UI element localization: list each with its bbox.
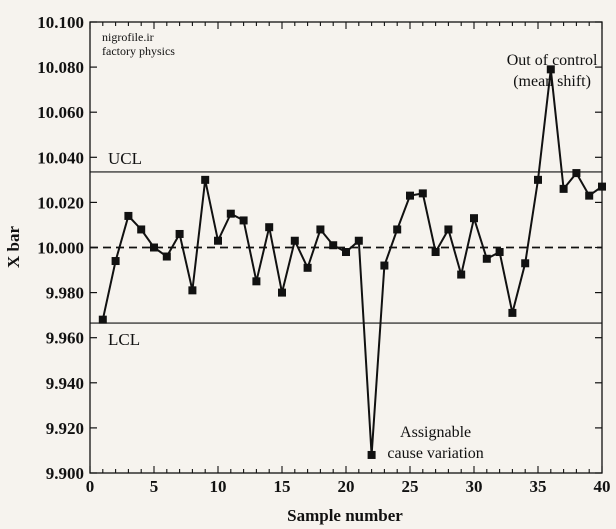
ucl-label: UCL [108, 149, 142, 168]
data-point [278, 288, 286, 297]
data-point [380, 261, 389, 270]
data-point [393, 225, 402, 234]
data-point [457, 270, 466, 279]
data-point [482, 254, 491, 263]
data-point [559, 184, 568, 193]
x-tick-label: 35 [530, 477, 547, 496]
series-line [101, 69, 603, 456]
annotations: Out of control (mean shift) Assignable caus… [387, 52, 598, 462]
data-point [367, 450, 376, 459]
annotation-assignable-cause: Assignable [400, 424, 471, 441]
x-axis-title: Sample number [287, 506, 403, 525]
y-tick-label: 9.980 [46, 284, 84, 303]
lcl-label: LCL [108, 330, 140, 349]
x-tick-label: 20 [338, 477, 355, 496]
data-point [316, 225, 325, 234]
x-tick-label: 10 [210, 477, 227, 496]
watermark-line-2: factory physics [102, 44, 175, 58]
data-point [495, 248, 504, 257]
data-point [354, 236, 363, 245]
x-tick-label: 40 [594, 477, 611, 496]
data-point [534, 175, 542, 184]
data-point [265, 223, 274, 232]
y-tick-label: 9.920 [46, 419, 84, 438]
data-point [290, 236, 299, 245]
data-point [444, 225, 453, 234]
data-point [150, 243, 158, 252]
y-tick-label: 9.960 [46, 329, 84, 348]
y-tick-label: 10.080 [37, 58, 84, 77]
data-point [226, 209, 235, 218]
data-point [137, 225, 146, 234]
data-point [521, 259, 530, 268]
data-point [162, 252, 171, 261]
x-tick-label: 5 [150, 477, 159, 496]
data-point [303, 263, 312, 272]
data-point [188, 286, 197, 295]
data-point [342, 248, 350, 257]
y-tick-label: 10.100 [37, 13, 84, 32]
data-point [252, 277, 261, 286]
watermark-line-1: nigrofile.ir [102, 30, 154, 44]
x-tick-label: 0 [86, 477, 95, 496]
x-tick-label: 25 [402, 477, 419, 496]
data-point [98, 315, 107, 324]
data-point [124, 211, 133, 220]
x-tick-label: 30 [466, 477, 483, 496]
x-tick-label: 15 [274, 477, 291, 496]
data-point [406, 191, 414, 200]
data-point [585, 191, 594, 200]
annotation-assignable-cause: cause variation [387, 445, 483, 462]
control-limits: UCL LCL [90, 149, 602, 349]
y-tick-label: 9.940 [46, 374, 84, 393]
data-point [572, 169, 581, 178]
data-point [175, 229, 184, 238]
data-point [418, 189, 427, 198]
axes: 9.900 9.920 9.940 9.960 9.980 10.000 10.020 10.… [37, 13, 610, 496]
data-point [431, 248, 440, 257]
y-tick-label: 10.000 [37, 239, 84, 258]
data-point [111, 257, 120, 266]
series-x-bar [98, 65, 606, 459]
data-point [329, 241, 338, 250]
y-axis-title: X bar [4, 226, 23, 268]
data-point [239, 216, 248, 225]
data-point [598, 182, 606, 191]
data-point [214, 236, 222, 245]
data-point [546, 65, 555, 74]
y-tick-label: 9.900 [46, 464, 84, 483]
data-point [470, 214, 478, 223]
data-point [201, 175, 210, 184]
y-tick-label: 10.020 [37, 193, 84, 212]
y-tick-label: 10.040 [37, 148, 84, 167]
data-point [508, 308, 517, 317]
annotation-out-of-control: (mean shift) [513, 73, 591, 90]
y-tick-label: 10.060 [37, 103, 84, 122]
annotation-out-of-control: Out of control [507, 52, 598, 69]
